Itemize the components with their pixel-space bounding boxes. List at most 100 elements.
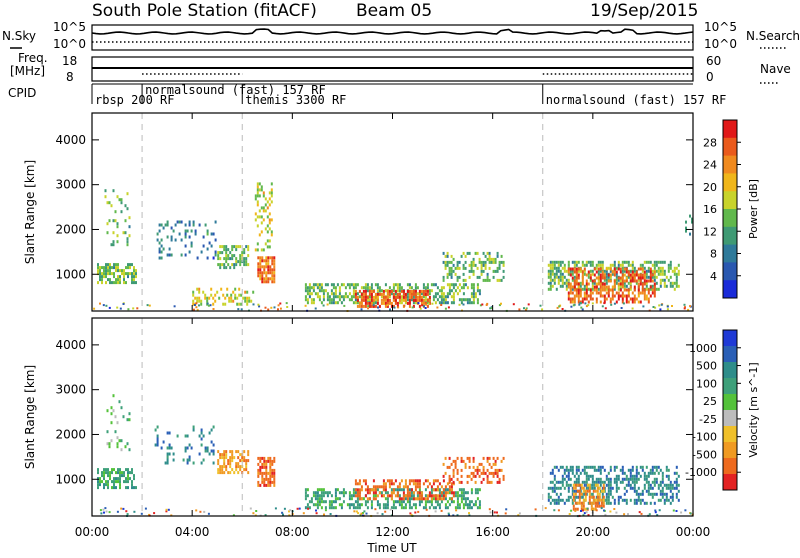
echo-cell xyxy=(271,480,274,484)
echo-cell xyxy=(340,301,343,305)
echo-cell xyxy=(649,294,652,298)
echo-cell xyxy=(394,283,397,287)
echo-cell xyxy=(420,298,423,302)
echo-cell xyxy=(221,471,224,475)
echo-cell xyxy=(492,275,495,279)
echo-cell xyxy=(424,301,427,305)
echo-cell xyxy=(549,284,552,288)
echo-cell xyxy=(206,247,209,251)
echo-cell xyxy=(320,289,323,293)
echo-cell xyxy=(330,494,333,498)
echo-cell xyxy=(625,477,628,481)
echo-cell xyxy=(460,286,463,290)
echo-cell xyxy=(472,260,475,264)
echo-cell xyxy=(420,289,423,293)
echo-cell xyxy=(615,272,618,276)
echo-cell xyxy=(482,471,485,475)
echo-cell xyxy=(666,305,669,308)
echo-cell xyxy=(302,512,305,515)
echo-cell xyxy=(577,465,580,469)
echo-cell xyxy=(464,283,467,287)
echo-cell xyxy=(663,492,666,496)
echo-cell xyxy=(99,509,102,512)
echo-cell xyxy=(133,272,135,276)
echo-cell xyxy=(354,298,357,302)
echo-cell xyxy=(434,494,437,498)
echo-cell xyxy=(368,292,371,296)
echo-cell xyxy=(214,250,217,254)
echo-cell xyxy=(625,288,628,292)
echo-cell xyxy=(557,281,560,285)
echo-cell xyxy=(172,229,175,233)
echo-cell xyxy=(408,295,411,299)
echo-cell xyxy=(414,286,417,290)
echo-cell xyxy=(244,299,247,303)
echo-cell xyxy=(166,235,169,239)
echo-cell xyxy=(200,250,203,254)
echo-cell xyxy=(671,495,674,499)
echo-cell xyxy=(200,443,203,447)
echo-cell xyxy=(486,251,489,255)
echo-cell xyxy=(198,296,201,300)
echo-cell xyxy=(364,482,367,486)
echo-cell xyxy=(259,456,262,460)
echo-cell xyxy=(571,267,574,271)
echo-cell xyxy=(597,272,600,276)
echo-cell xyxy=(684,509,687,512)
echo-cell xyxy=(563,281,566,285)
echo-cell xyxy=(103,471,105,475)
echo-cell xyxy=(680,511,683,514)
echo-cell xyxy=(462,459,465,463)
echo-cell xyxy=(259,277,262,281)
echo-cell xyxy=(438,301,441,305)
echo-cell xyxy=(370,304,373,308)
echo-cell xyxy=(599,263,602,267)
echo-cell xyxy=(627,260,630,264)
echo-cell xyxy=(324,500,327,504)
echo-cell xyxy=(269,480,272,484)
echo-cell xyxy=(446,283,449,287)
echo-cell xyxy=(637,294,640,298)
echo-cell xyxy=(598,498,601,502)
echo-cell xyxy=(119,480,121,484)
echo-cell xyxy=(596,486,599,490)
echo-region-3 xyxy=(217,245,250,270)
echo-cell xyxy=(605,275,608,279)
echo-cell xyxy=(627,263,630,267)
echo-cell xyxy=(412,298,415,302)
echo-cell xyxy=(460,480,463,484)
echo-cell xyxy=(579,281,582,285)
echo-cell xyxy=(376,503,379,507)
echo-cell xyxy=(97,269,99,273)
echo-cell xyxy=(446,488,449,492)
echo-cell xyxy=(462,266,465,270)
echo-cell xyxy=(655,281,658,285)
echo-cell xyxy=(119,275,121,279)
echo-cell xyxy=(568,513,571,515)
echo-cell xyxy=(254,194,257,198)
echo-cell xyxy=(412,292,415,296)
echo-cell xyxy=(359,514,362,517)
echo-cell xyxy=(661,269,664,273)
echo-cell xyxy=(102,508,105,511)
echo-cell xyxy=(210,244,213,248)
echo-cell xyxy=(460,254,463,258)
echo-cell xyxy=(579,267,582,271)
echo-cell xyxy=(462,491,465,495)
x-tick-label: 04:00 xyxy=(175,525,210,539)
echo-cell xyxy=(653,492,656,496)
echo-cell xyxy=(316,286,319,290)
echo-cell xyxy=(637,282,640,286)
echo-cell xyxy=(580,510,582,512)
echo-cell xyxy=(462,278,465,282)
echo-cell xyxy=(135,272,137,276)
echo-cell xyxy=(252,303,255,306)
echo-cell xyxy=(613,468,616,472)
echo-cell xyxy=(326,283,329,287)
echo-cell xyxy=(246,299,249,303)
echo-cell xyxy=(464,298,467,302)
echo-cell xyxy=(404,506,407,510)
echo-cell xyxy=(633,501,636,505)
echo-cell xyxy=(402,298,405,302)
echo-cell xyxy=(643,471,646,475)
